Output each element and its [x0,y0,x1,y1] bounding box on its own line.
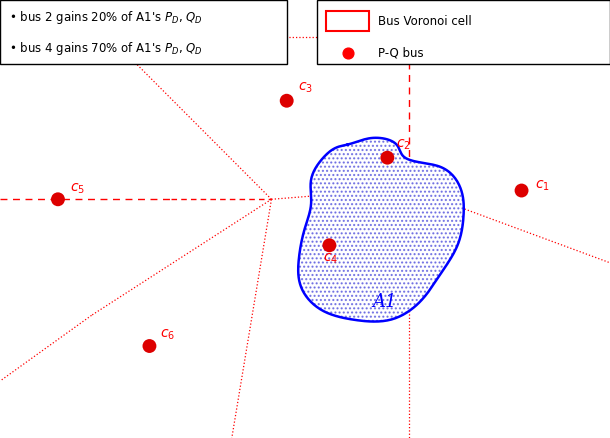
Point [282,97,292,104]
Text: $c_{6}$: $c_{6}$ [160,328,176,342]
Point [53,196,63,203]
Point [325,242,334,249]
Text: $c_{5}$: $c_{5}$ [70,181,85,195]
Point [382,154,392,161]
FancyBboxPatch shape [317,0,610,64]
Text: P-Q bus: P-Q bus [378,47,424,60]
Point [145,343,154,350]
Polygon shape [298,138,464,321]
Text: $c_{3}$: $c_{3}$ [298,81,313,95]
Text: $c_{2}$: $c_{2}$ [396,138,411,152]
Bar [326,11,369,31]
Point [517,187,526,194]
Text: Bus Voronoi cell: Bus Voronoi cell [378,14,472,28]
FancyBboxPatch shape [0,0,287,64]
Text: • bus 4 gains 70% of A1's $P_D$, $Q_D$: • bus 4 gains 70% of A1's $P_D$, $Q_D$ [9,40,203,57]
Text: • bus 2 gains 20% of A1's $P_D$, $Q_D$: • bus 2 gains 20% of A1's $P_D$, $Q_D$ [9,9,203,26]
Text: $c_{1}$: $c_{1}$ [535,179,550,193]
Text: A1: A1 [372,293,396,311]
Text: $c_{4}$: $c_{4}$ [323,251,339,265]
Point [343,381,353,388]
